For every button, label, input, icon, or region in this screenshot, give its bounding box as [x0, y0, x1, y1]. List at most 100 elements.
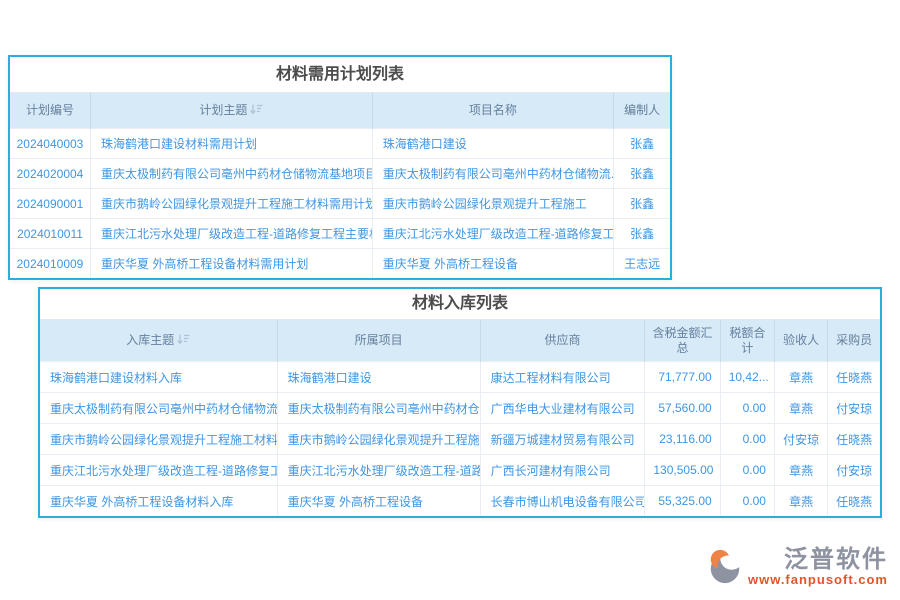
table-cell[interactable]: 重庆江北污水处理厂级改造工程-道路修复工程主要材料	[89, 218, 373, 249]
table-cell[interactable]: 章燕	[773, 454, 828, 486]
column-header-supplier: 供应商	[479, 320, 645, 362]
table-cell[interactable]: 广西长河建材有限公司	[479, 454, 645, 486]
table-header-row: 入库主题 所属项目 供应商 含税金额汇总 税额合计 验收人 采购	[40, 320, 880, 362]
column-header-tax-total: 税额合计	[719, 320, 775, 362]
inbound-table-body: 珠海鹤港口建设材料入库 珠海鹤港口建设 康达工程材料有限公司 71,777.00 10,…	[40, 361, 880, 516]
table-cell[interactable]: 10,42...	[719, 361, 775, 393]
column-header-owning-project: 所属项目	[276, 320, 481, 362]
column-header-label: 验收人	[783, 333, 820, 347]
table-cell[interactable]: 章燕	[773, 485, 828, 516]
table-cell[interactable]: 重庆江北污水处理厂级改造工程-道路...	[276, 454, 481, 486]
table-cell[interactable]: 重庆市鹅岭公园绿化景观提升工程施工	[276, 423, 481, 455]
column-header-label: 项目名称	[468, 103, 517, 117]
column-header-label: 采购员	[836, 333, 873, 347]
material-inbound-table: 入库主题 所属项目 供应商 含税金额汇总 税额合计 验收人 采购	[40, 320, 880, 516]
table-row: 重庆江北污水处理厂级改造工程-道路修复工程...重庆江北污水处理厂级改造工程-道…	[40, 454, 880, 486]
column-header-inbound-subject[interactable]: 入库主题	[40, 320, 278, 362]
table-cell[interactable]: 2024090001	[10, 188, 91, 219]
sort-icon[interactable]	[250, 104, 263, 115]
plan-table-title: 材料需用计划列表	[10, 57, 670, 93]
table-cell[interactable]: 0.00	[719, 485, 775, 516]
table-row: 2024090001 重庆市鹅岭公园绿化景观提升工程施工材料需用计划 重庆市鹅岭公园…	[10, 188, 670, 219]
table-cell[interactable]: 重庆市鹅岭公园绿化景观提升工程施工材料需用计划	[89, 188, 373, 219]
column-header-label: 税额合计	[729, 325, 766, 355]
table-cell[interactable]: 新疆万城建材贸易有限公司	[479, 423, 645, 455]
column-header-plan-subject[interactable]: 计划主题	[89, 93, 373, 129]
column-header-label: 计划主题	[199, 103, 248, 117]
fanpu-logo-url: www.fanpusoft.com	[747, 572, 888, 587]
table-cell[interactable]: 2024010009	[10, 248, 91, 278]
table-cell[interactable]: 付安琼	[773, 423, 828, 455]
table-cell[interactable]: 2024010011	[10, 218, 91, 249]
table-cell[interactable]: 王志远	[613, 248, 670, 278]
table-cell[interactable]: 珠海鹤港口建设材料入库	[40, 361, 278, 393]
table-cell[interactable]: 章燕	[773, 392, 828, 424]
table-cell[interactable]: 2024020004	[10, 158, 91, 189]
material-requirement-plan-table: 计划编号 计划主题 项目名称 编制人 2024040003 珠海鹤港口建设材料需用…	[10, 93, 670, 278]
table-cell[interactable]: 广西华电大业建材有限公司	[479, 392, 645, 424]
column-header-compiler: 编制人	[613, 93, 670, 129]
table-cell[interactable]: 珠海鹤港口建设	[276, 361, 481, 393]
table-cell[interactable]: 0.00	[719, 392, 775, 424]
table-header-row: 计划编号 计划主题 项目名称 编制人	[10, 93, 670, 129]
table-cell[interactable]: 重庆华夏 外高桥工程设备材料入库	[40, 485, 278, 516]
table-row: 珠海鹤港口建设材料入库 珠海鹤港口建设 康达工程材料有限公司 71,777.00 10,…	[40, 361, 880, 393]
column-header-inspector: 验收人	[773, 320, 828, 362]
table-cell[interactable]: 任晓燕	[827, 361, 880, 393]
column-header-label: 编制人	[624, 103, 661, 117]
table-row: 重庆太极制药有限公司亳州中药材仓储物流基... 重庆太极制药有限公司亳州中药材仓.…	[40, 392, 880, 424]
table-cell[interactable]: 珠海鹤港口建设材料需用计划	[89, 128, 373, 159]
table-cell[interactable]: 57,560.00	[644, 392, 721, 424]
sort-icon[interactable]	[177, 334, 190, 345]
column-header-label: 所属项目	[354, 333, 403, 347]
table-cell[interactable]: 康达工程材料有限公司	[479, 361, 645, 393]
table-cell[interactable]: 重庆华夏 外高桥工程设备	[276, 485, 481, 516]
table-cell[interactable]: 重庆太极制药有限公司亳州中药材仓...	[276, 392, 481, 424]
table-cell[interactable]: 张鑫	[613, 158, 670, 189]
column-header-project-name: 项目名称	[371, 93, 614, 129]
table-cell[interactable]: 0.00	[719, 423, 775, 455]
table-cell[interactable]: 重庆市鹅岭公园绿化景观提升工程施工材料入库	[40, 423, 278, 455]
material-inbound-panel: 材料入库列表 入库主题 所属项目 供应商 含税金额汇总 税额合计	[38, 287, 882, 518]
table-cell[interactable]: 0.00	[719, 454, 775, 486]
table-cell[interactable]: 重庆太极制药有限公司亳州中药材仓储物流基地项目...	[89, 158, 373, 189]
table-cell[interactable]: 重庆太极制药有限公司亳州中药材仓储物流...	[371, 158, 614, 189]
table-cell[interactable]: 任晓燕	[827, 485, 880, 516]
table-cell[interactable]: 重庆江北污水处理厂级改造工程-道路修复工程	[371, 218, 614, 249]
fanpu-logo: 泛普软件 www.fanpusoft.com	[706, 547, 888, 587]
table-cell[interactable]: 任晓燕	[827, 423, 880, 455]
material-requirement-plan-panel: 材料需用计划列表 计划编号 计划主题 项目名称 编制人 2024040003 珠海	[8, 55, 672, 280]
table-cell[interactable]: 23,116.00	[644, 423, 721, 455]
column-header-label: 含税金额汇总	[652, 325, 713, 355]
table-cell[interactable]: 55,325.00	[644, 485, 721, 516]
table-cell[interactable]: 张鑫	[613, 188, 670, 219]
table-cell[interactable]: 付安琼	[827, 454, 880, 486]
table-cell[interactable]: 130,505.00	[644, 454, 721, 486]
table-row: 2024010009 重庆华夏 外高桥工程设备材料需用计划 重庆华夏 外高桥工程设备…	[10, 248, 670, 278]
column-header-tax-included-amount: 含税金额汇总	[644, 320, 721, 362]
table-cell[interactable]: 章燕	[773, 361, 828, 393]
column-header-plan-number: 计划编号	[10, 93, 91, 129]
table-cell[interactable]: 重庆华夏 外高桥工程设备材料需用计划	[89, 248, 373, 278]
table-row: 2024040003 珠海鹤港口建设材料需用计划 珠海鹤港口建设 张鑫	[10, 128, 670, 159]
plan-table-body: 2024040003 珠海鹤港口建设材料需用计划 珠海鹤港口建设 张鑫 20240200…	[10, 128, 670, 278]
table-cell[interactable]: 付安琼	[827, 392, 880, 424]
table-cell[interactable]: 张鑫	[613, 218, 670, 249]
inbound-table-title: 材料入库列表	[40, 289, 880, 320]
table-row: 重庆华夏 外高桥工程设备材料入库 重庆华夏 外高桥工程设备 长春市博山机电设备有限公…	[40, 485, 880, 516]
fanpu-logo-icon	[710, 549, 740, 584]
fanpu-logo-text: 泛普软件	[784, 546, 888, 573]
column-header-purchaser: 采购员	[827, 320, 880, 362]
table-cell[interactable]: 重庆江北污水处理厂级改造工程-道路修复工程...	[40, 454, 278, 486]
table-cell[interactable]: 重庆华夏 外高桥工程设备	[371, 248, 614, 278]
table-cell[interactable]: 重庆市鹅岭公园绿化景观提升工程施工	[371, 188, 614, 219]
table-cell[interactable]: 71,777.00	[644, 361, 721, 393]
table-cell[interactable]: 2024040003	[10, 128, 91, 159]
table-cell[interactable]: 长春市博山机电设备有限公司	[479, 485, 645, 516]
table-row: 重庆市鹅岭公园绿化景观提升工程施工材料入库 重庆市鹅岭公园绿化景观提升工程施工 新疆…	[40, 423, 880, 455]
column-header-label: 计划编号	[25, 103, 74, 117]
table-cell[interactable]: 重庆太极制药有限公司亳州中药材仓储物流基...	[40, 392, 278, 424]
column-header-label: 供应商	[544, 333, 581, 347]
table-cell[interactable]: 珠海鹤港口建设	[371, 128, 614, 159]
table-cell[interactable]: 张鑫	[613, 128, 670, 159]
